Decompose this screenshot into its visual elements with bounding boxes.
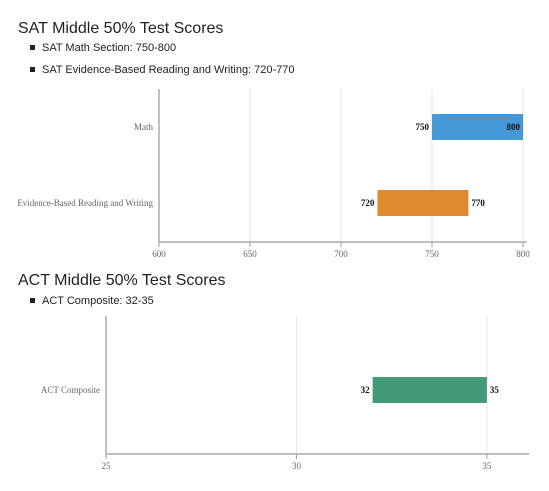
sat-math-bullet: SAT Math Section: 750-800 (30, 41, 295, 63)
act-high-label: 35 (490, 385, 500, 395)
act-score-list: ACT Composite: 32-35 (30, 294, 154, 316)
sat-ebrw-bullet: SAT Evidence-Based Reading and Writing: … (30, 63, 295, 85)
act-composite-bullet: ACT Composite: 32-35 (30, 294, 154, 316)
sat-x-tick-label: 600 (152, 249, 166, 259)
sat-low-label: 750 (416, 122, 430, 132)
act-category-label: ACT Composite (41, 385, 100, 395)
sat-x-tick-label: 650 (243, 249, 257, 259)
act-range-chart: 25 30 35 ACT Composite 32 35 (41, 316, 529, 471)
sat-range-bar (432, 114, 523, 140)
sat-section-title: SAT Middle 50% Test Scores (18, 20, 224, 37)
sat-score-list: SAT Math Section: 750-800 SAT Evidence-B… (30, 41, 295, 85)
act-x-tick-label: 25 (102, 461, 112, 471)
act-range-bar (372, 377, 487, 403)
sat-category-label: Math (134, 122, 153, 132)
sat-low-label: 720 (361, 198, 375, 208)
act-x-tick-label: 35 (482, 461, 492, 471)
sat-category-label: Evidence-Based Reading and Writing (17, 198, 153, 208)
sat-high-label: 800 (507, 122, 521, 132)
sat-x-tick-label: 750 (425, 249, 439, 259)
act-low-label: 32 (361, 385, 371, 395)
sat-x-tick-label: 700 (334, 249, 348, 259)
sat-range-chart: 600 650 700 750 800 Math 750 800 Evidence-Based … (17, 89, 530, 259)
sat-range-bar (377, 190, 469, 216)
sat-x-tick-label: 800 (516, 249, 530, 259)
act-section-title: ACT Middle 50% Test Scores (18, 272, 226, 289)
sat-high-label: 770 (471, 198, 485, 208)
act-x-tick-label: 30 (292, 461, 302, 471)
